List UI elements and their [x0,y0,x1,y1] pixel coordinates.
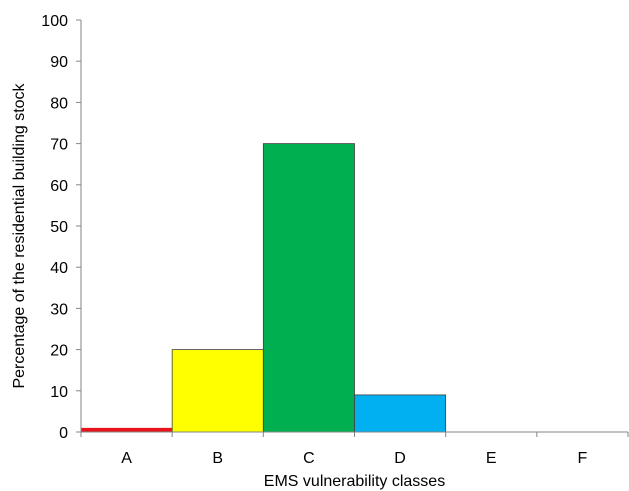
bar-b [171,349,264,433]
y-tick-label: 70 [50,137,68,154]
y-tick-label: 90 [50,54,68,71]
y-tick-label: 10 [50,384,68,401]
x-tick-label-b: B [212,450,223,467]
y-tick-label: 20 [50,343,68,360]
x-tick-label-c: C [303,450,315,467]
x-tick-label-a: A [121,450,132,467]
y-tick-label: 0 [59,425,68,442]
y-tick-label: 100 [41,13,68,30]
x-tick-label-d: D [394,450,406,467]
x-axis-ticks: A B C D E F [80,432,629,467]
bars [81,143,447,433]
y-tick-label: 60 [50,178,68,195]
y-tick-label: 80 [50,95,68,112]
y-axis-title: Percentage of the residential building s… [11,82,28,388]
bar-d [354,394,447,433]
y-tick-label: 50 [50,219,68,236]
bar-c [262,143,355,433]
x-tick-label-f: F [578,450,588,467]
x-axis-title: EMS vulnerability classes [264,473,445,490]
y-tick-label: 30 [50,301,68,318]
x-tick-label-e: E [486,450,497,467]
bar-a [81,427,173,432]
y-axis-ticks: 0 10 20 30 40 50 60 70 80 90 100 [41,13,81,442]
y-tick-label: 40 [50,260,68,277]
